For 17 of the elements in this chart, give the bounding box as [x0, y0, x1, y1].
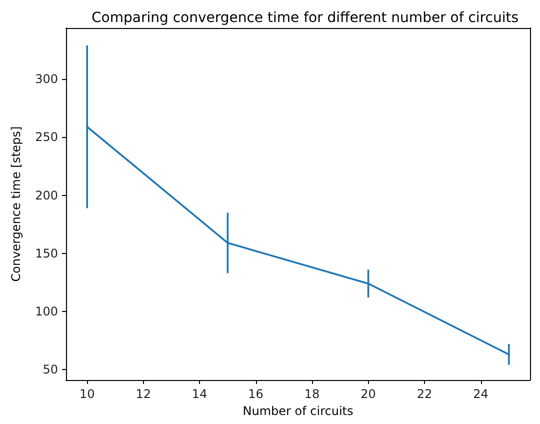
x-tick-label: 14	[192, 387, 208, 401]
y-tick-label: 150	[35, 246, 58, 260]
x-tick-label: 24	[473, 387, 488, 401]
x-tick-label: 10	[79, 387, 95, 401]
y-tick-label: 200	[35, 188, 58, 202]
y-tick-label: 50	[42, 362, 58, 377]
x-tick-label: 12	[136, 387, 151, 401]
x-tick-label: 16	[248, 387, 264, 401]
chart-title: Comparing convergence time for different number of circuits	[92, 10, 518, 26]
y-tick-label: 100	[35, 304, 58, 318]
y-tick-label: 250	[35, 130, 58, 144]
x-tick-label: 22	[416, 387, 432, 401]
x-tick-label: 20	[360, 387, 376, 401]
x-tick-label: 18	[304, 387, 320, 401]
x-axis-title: Number of circuits	[242, 404, 354, 418]
y-axis-title: Convergence time [steps]	[9, 126, 23, 282]
y-tick-label: 300	[35, 72, 58, 86]
